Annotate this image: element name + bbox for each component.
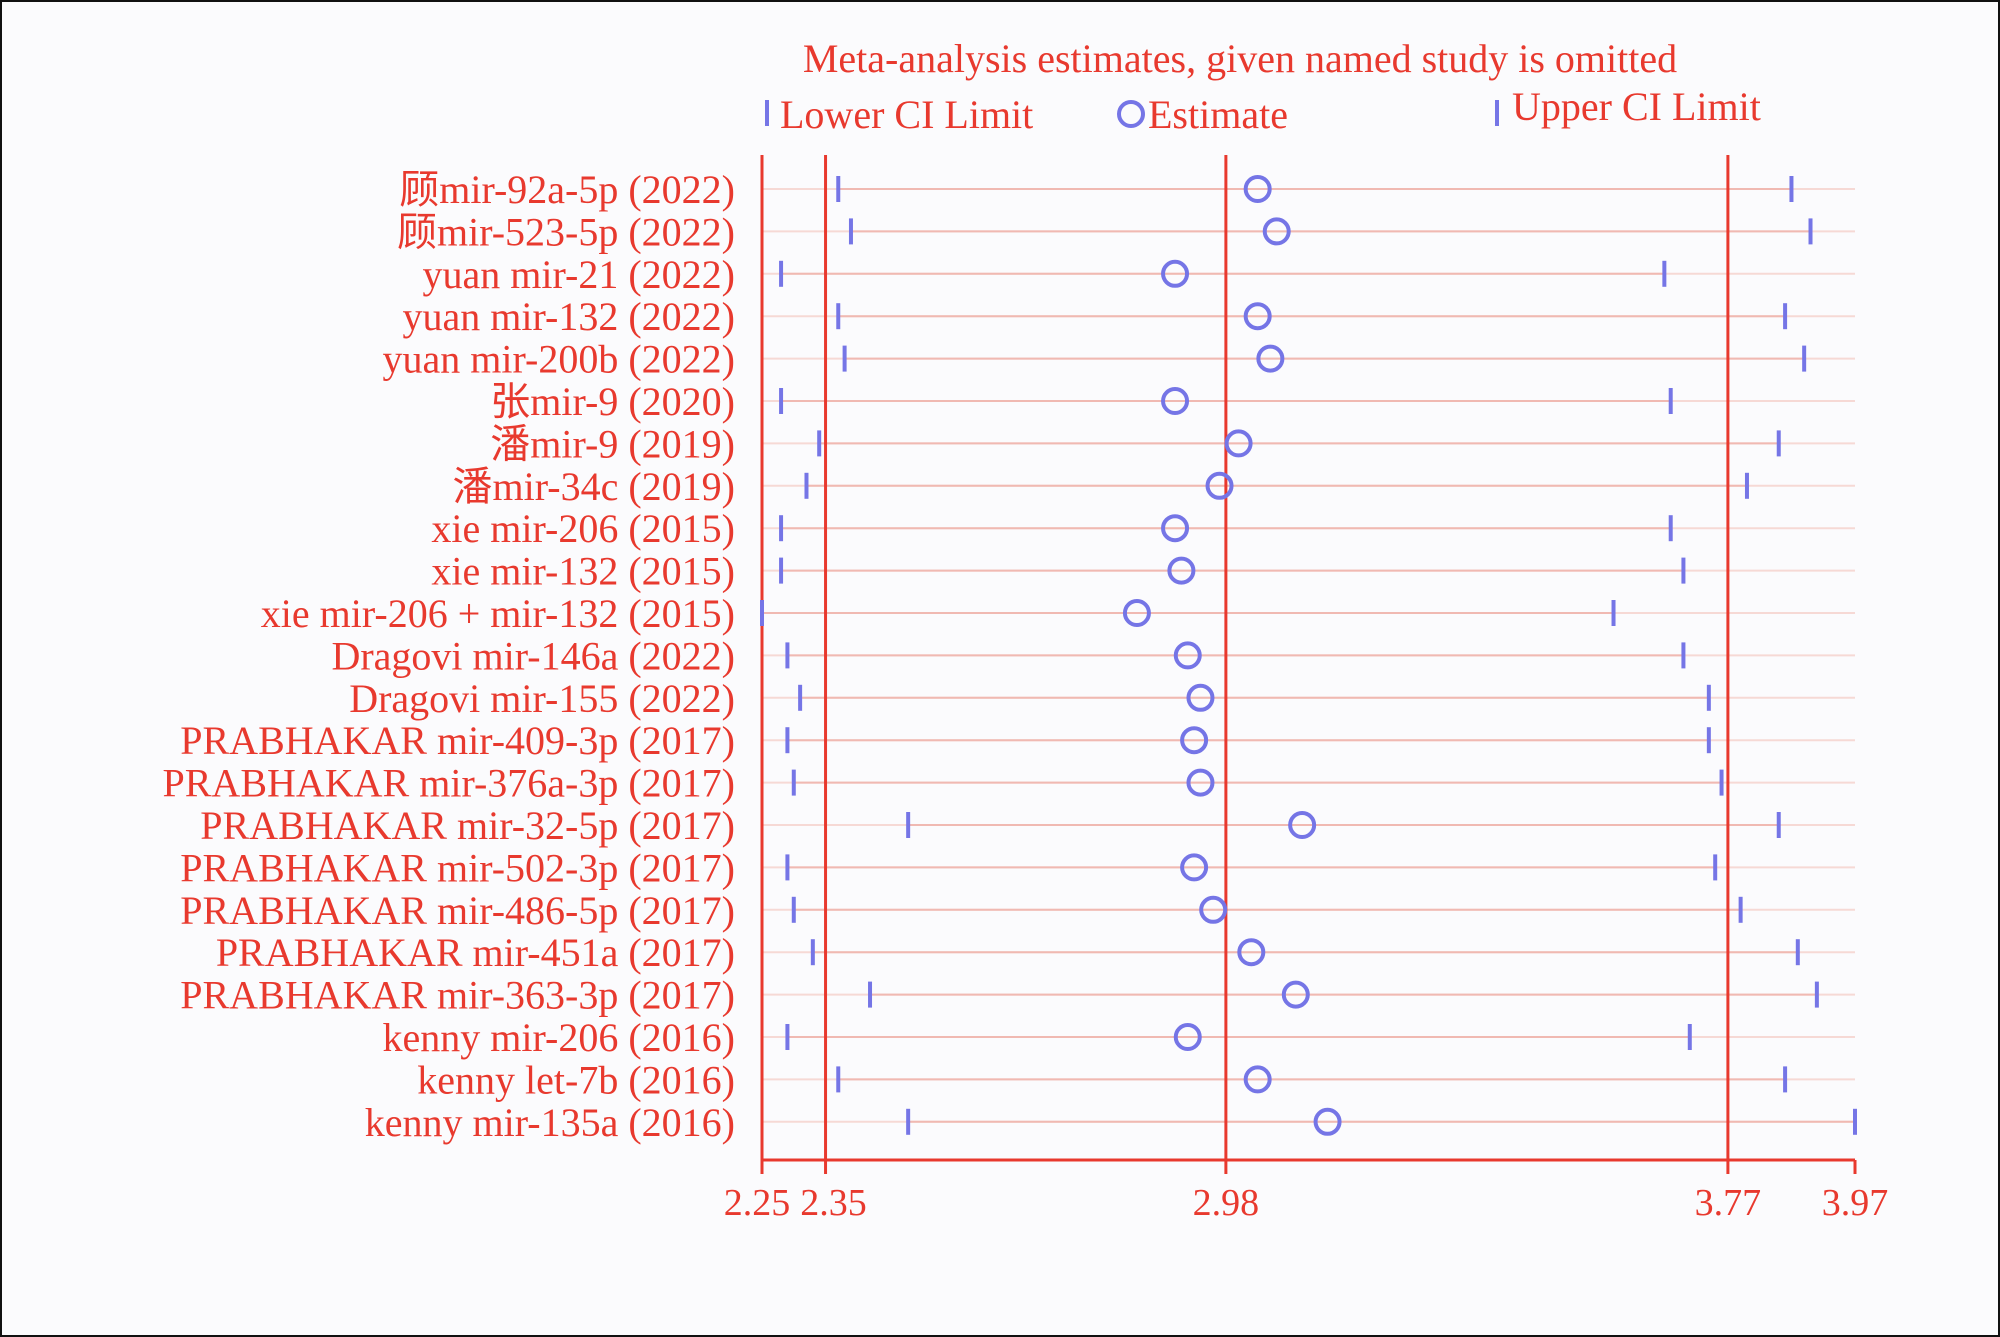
study-label: 潘mir-34c (2019) <box>453 464 735 509</box>
legend-upper-label: Upper CI Limit <box>1512 84 1761 129</box>
study-label: PRABHAKAR mir-363-3p (2017) <box>180 973 735 1018</box>
study-label: Dragovi mir-146a (2022) <box>331 633 735 678</box>
x-tick-label: 3.77 <box>1695 1182 1762 1224</box>
study-label: PRABHAKAR mir-486-5p (2017) <box>180 888 735 933</box>
study-label: kenny mir-206 (2016) <box>383 1015 735 1060</box>
estimate-marker <box>1173 1023 1202 1051</box>
study-label: 张mir-9 (2020) <box>490 379 735 424</box>
estimate-marker <box>1173 641 1202 670</box>
estimate-marker <box>1180 726 1209 755</box>
estimate-marker <box>1237 938 1266 967</box>
estimate-marker <box>1313 1107 1342 1136</box>
x-tick-label: 2.35 <box>800 1182 867 1224</box>
legend-estimate-label: Estimate <box>1148 92 1288 137</box>
estimate-marker <box>1243 1065 1272 1094</box>
estimate-marker <box>1167 556 1196 585</box>
study-label: yuan mir-132 (2022) <box>403 294 735 339</box>
study-label: Dragovi mir-155 (2022) <box>349 676 735 721</box>
study-label: xie mir-206 (2015) <box>431 506 735 551</box>
study-label: yuan mir-21 (2022) <box>423 252 735 297</box>
study-label: PRABHAKAR mir-376a-3p (2017) <box>163 761 736 806</box>
study-label: kenny let-7b (2016) <box>417 1057 735 1102</box>
study-label: 顾mir-92a-5p (2022) <box>399 167 735 212</box>
study-label: 顾mir-523-5p (2022) <box>397 209 735 254</box>
estimate-marker <box>1288 811 1317 839</box>
study-label: PRABHAKAR mir-409-3p (2017) <box>180 718 735 763</box>
study-label: kenny mir-135a (2016) <box>365 1100 735 1145</box>
study-label: xie mir-132 (2015) <box>431 549 735 594</box>
estimate-marker <box>1186 683 1215 712</box>
study-label: xie mir-206 + mir-132 (2015) <box>261 591 735 636</box>
x-tick-label: 2.98 <box>1193 1182 1260 1224</box>
study-label: PRABHAKAR mir-502-3p (2017) <box>180 845 735 890</box>
estimate-marker <box>1161 259 1190 288</box>
estimate-marker <box>1262 217 1291 246</box>
estimate-marker <box>1243 302 1272 331</box>
legend-estimate-marker <box>1117 100 1145 128</box>
study-label: PRABHAKAR mir-451a (2017) <box>216 930 735 975</box>
estimate-marker <box>1161 514 1190 543</box>
estimate-marker <box>1243 175 1272 203</box>
estimate-marker <box>1186 768 1215 797</box>
study-label: yuan mir-200b (2022) <box>383 337 735 382</box>
chart-title: Meta-analysis estimates, given named stu… <box>803 36 1677 81</box>
estimate-marker <box>1256 344 1285 373</box>
estimate-marker <box>1281 980 1310 1009</box>
estimate-marker <box>1224 429 1253 458</box>
estimate-marker <box>1205 471 1234 500</box>
estimate-marker <box>1180 853 1209 882</box>
study-label: PRABHAKAR mir-32-5p (2017) <box>200 803 735 848</box>
estimate-marker <box>1199 895 1228 924</box>
plot-area: 2.25 2.35 2.98 3.77 3.97 顾mir-92a-5p (2022)顾m… <box>163 155 1889 1224</box>
legend: Lower CI Limit Estimate Upper CI Limit <box>765 84 1761 137</box>
estimate-marker <box>1161 387 1190 415</box>
x-tick-label: 3.97 <box>1822 1182 1889 1224</box>
estimate-marker <box>1122 599 1151 627</box>
legend-lower-label: Lower CI Limit <box>780 92 1033 137</box>
study-label: 潘mir-9 (2019) <box>490 421 735 466</box>
x-tick-label: 2.25 <box>724 1182 791 1224</box>
